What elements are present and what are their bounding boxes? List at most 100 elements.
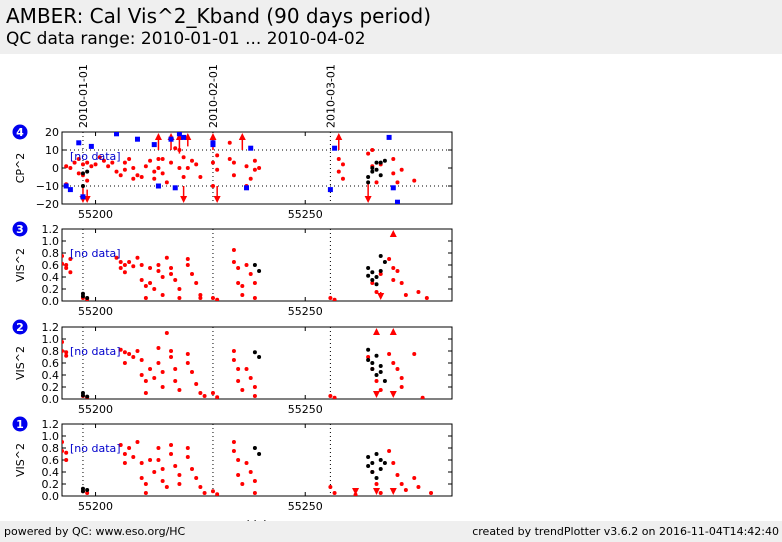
up-arrow <box>453 328 460 335</box>
down-arrow <box>180 196 188 203</box>
data-point-black <box>378 458 383 462</box>
data-point-red <box>118 173 123 178</box>
data-point-black <box>378 254 383 258</box>
data-point-red <box>391 461 396 465</box>
data-point-red <box>89 164 94 169</box>
data-point-red <box>68 257 73 261</box>
x-tick-label: 55250 <box>288 305 323 318</box>
data-point-red <box>156 269 161 273</box>
data-point-red <box>190 370 194 374</box>
data-point-red <box>62 261 64 266</box>
data-point-black <box>257 269 262 273</box>
x-tick-label: 55200 <box>78 305 113 318</box>
data-point-red <box>64 450 69 455</box>
data-point-black <box>378 160 383 165</box>
data-point-red <box>185 257 190 261</box>
data-point-red <box>164 255 169 260</box>
panel-number-badge <box>12 416 28 432</box>
data-point-red <box>148 158 153 163</box>
data-point-black <box>80 391 85 395</box>
data-point-red <box>143 296 148 300</box>
data-point-red <box>148 458 153 462</box>
up-arrow <box>335 133 343 140</box>
data-point-red <box>85 491 90 495</box>
data-point-red <box>248 376 253 380</box>
date-marker-label-0: 2010-01-01 <box>77 64 90 128</box>
data-point-red <box>152 176 157 181</box>
data-point-red <box>164 331 169 335</box>
data-point-black <box>85 169 90 174</box>
y-tick-label: 0.8 <box>42 247 60 260</box>
data-point-red <box>395 367 400 371</box>
y-tick-label: 0.0 <box>42 490 60 503</box>
data-point-red <box>139 278 144 282</box>
data-point-red <box>156 446 161 450</box>
data-point-red <box>135 173 140 178</box>
data-point-red <box>173 379 178 383</box>
data-point-red <box>177 482 182 486</box>
data-point-red <box>215 492 220 496</box>
data-point-red <box>156 166 161 170</box>
y-tick-label: 1.2 <box>42 418 60 431</box>
data-point-red <box>215 395 220 399</box>
data-point-red <box>340 176 345 181</box>
data-point-blue <box>63 183 69 189</box>
data-point-red <box>127 260 132 264</box>
data-point-red <box>370 281 375 285</box>
data-point-black <box>454 162 458 166</box>
up-arrow <box>453 425 460 432</box>
data-point-red <box>252 167 257 172</box>
panel-number-label: 2 <box>16 321 24 334</box>
data-point-red <box>403 488 408 492</box>
data-point-red <box>252 491 257 495</box>
data-point-red <box>429 491 434 495</box>
data-point-red <box>160 370 165 374</box>
data-point-blue <box>176 132 182 137</box>
data-point-black <box>374 353 379 358</box>
data-point-red <box>399 385 404 389</box>
y-tick-label: 0.0 <box>42 393 60 406</box>
data-point-red <box>127 157 132 161</box>
data-point-red <box>177 148 182 152</box>
data-point-red <box>131 166 136 170</box>
data-point-red <box>68 270 73 275</box>
data-point-black <box>374 160 379 165</box>
data-point-red <box>378 388 383 392</box>
data-point-red <box>454 171 458 175</box>
x-tick-label: 55200 <box>78 208 113 221</box>
data-point-red <box>169 272 174 276</box>
data-point-black <box>366 175 371 179</box>
data-point-black <box>374 282 379 287</box>
data-point-black <box>370 461 375 465</box>
data-point-red <box>85 160 90 165</box>
up-arrow <box>389 328 397 335</box>
data-point-blue <box>76 140 82 146</box>
data-point-red <box>127 446 132 450</box>
y-tick-label: 0.4 <box>42 466 60 479</box>
data-point-red <box>152 376 157 380</box>
y-tick-label: 0 <box>52 162 59 175</box>
data-point-red <box>76 157 81 161</box>
data-point-red <box>240 293 245 297</box>
data-point-red <box>340 162 345 167</box>
data-point-blue <box>172 185 178 191</box>
data-point-blue <box>332 145 338 151</box>
data-point-red <box>252 394 257 398</box>
data-point-red <box>378 272 383 276</box>
data-point-red <box>194 382 199 386</box>
data-point-black <box>252 350 257 355</box>
data-point-red <box>194 281 199 285</box>
data-point-red <box>139 373 144 377</box>
panel-number-label: 1 <box>16 418 24 431</box>
data-point-red <box>64 164 69 169</box>
data-point-blue <box>390 185 396 191</box>
up-arrow <box>389 230 397 237</box>
data-point-red <box>332 297 337 301</box>
data-point-red <box>231 160 236 165</box>
data-point-red <box>160 385 165 389</box>
data-point-red <box>118 443 123 447</box>
panel-frame <box>61 423 453 497</box>
y-tick-label: 0.6 <box>42 357 60 370</box>
data-point-red <box>143 482 148 486</box>
data-point-red <box>252 281 257 285</box>
